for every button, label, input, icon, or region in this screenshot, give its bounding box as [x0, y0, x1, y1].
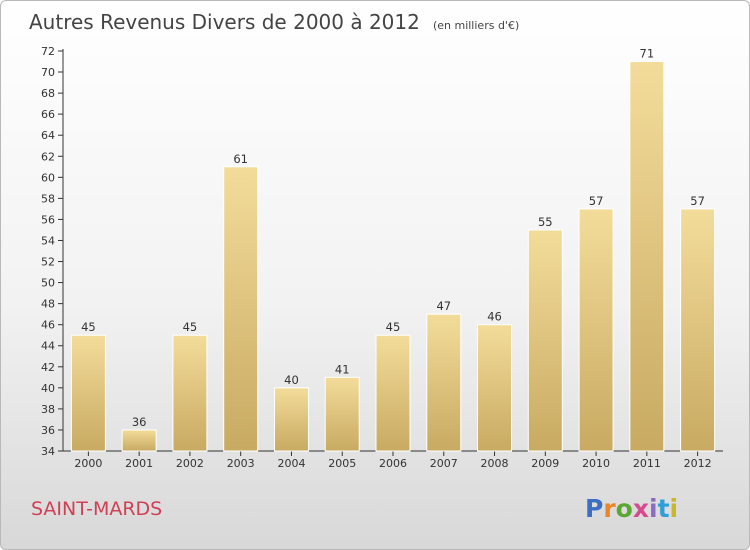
logo-letter: i: [670, 494, 679, 523]
y-tick-label: 40: [41, 382, 55, 395]
x-tick-label: 2011: [633, 457, 661, 470]
logo-letter: r: [603, 494, 616, 523]
bar: [680, 208, 716, 452]
bar-value-label: 45: [81, 320, 96, 334]
bar: [223, 166, 259, 452]
bar: [578, 208, 614, 452]
bar: [426, 313, 462, 452]
logo-letter: P: [585, 494, 603, 523]
y-tick-label: 38: [41, 403, 55, 416]
x-tick-label: 2003: [227, 457, 255, 470]
bar: [172, 334, 208, 452]
x-tick-label: 2001: [125, 457, 153, 470]
logo-letter: x: [633, 494, 649, 523]
bar-value-label: 46: [487, 310, 502, 324]
bar: [324, 376, 360, 452]
bar: [527, 229, 563, 452]
x-tick-label: 2009: [531, 457, 559, 470]
y-tick-label: 34: [41, 445, 55, 458]
commune-name: SAINT-MARDS: [31, 498, 162, 520]
y-tick-label: 46: [41, 319, 55, 332]
bar-value-label: 57: [690, 194, 705, 208]
x-tick-label: 2006: [379, 457, 407, 470]
bar-value-label: 47: [436, 299, 451, 313]
logo-letter: t: [658, 494, 670, 523]
y-tick-label: 70: [41, 66, 55, 79]
x-tick-label: 2004: [277, 457, 305, 470]
logo-letter: o: [616, 494, 633, 523]
bar-value-label: 36: [132, 415, 147, 429]
y-tick-label: 56: [41, 213, 55, 226]
y-tick-label: 62: [41, 150, 55, 163]
bar-value-label: 45: [183, 320, 198, 334]
y-tick-label: 68: [41, 87, 55, 100]
x-tick-label: 2007: [430, 457, 458, 470]
y-tick-label: 66: [41, 108, 55, 121]
chart-subtitle: (en milliers d'€): [433, 19, 519, 32]
y-tick-label: 72: [41, 45, 55, 58]
chart-title: Autres Revenus Divers de 2000 à 2012: [29, 10, 420, 34]
y-tick-label: 54: [41, 234, 55, 247]
x-tick-label: 2008: [481, 457, 509, 470]
bar-value-label: 61: [233, 152, 248, 166]
y-tick-label: 36: [41, 424, 55, 437]
bars: 45 36 45 61 40 41 45 47 46 55 57 71 57: [70, 47, 716, 452]
x-tick-label: 2002: [176, 457, 204, 470]
chart-title-group: Autres Revenus Divers de 2000 à 2012 (en…: [29, 10, 519, 34]
logo-letter: i: [649, 494, 658, 523]
x-tick-label: 2000: [74, 457, 102, 470]
y-tick-label: 64: [41, 129, 55, 142]
y-tick-label: 42: [41, 361, 55, 374]
y-tick-label: 48: [41, 298, 55, 311]
y-tick-label: 52: [41, 256, 55, 269]
x-tick-label: 2005: [328, 457, 356, 470]
x-axis: 2000 2001 2002 2003 2004 2005 2006 2007 2008 2009…: [63, 450, 723, 470]
bar: [477, 324, 513, 452]
proxiti-logo: Proxiti: [585, 494, 678, 523]
bar-value-label: 41: [335, 362, 350, 376]
y-tick-label: 58: [41, 192, 55, 205]
bar-value-label: 40: [284, 373, 299, 387]
bar: [273, 387, 309, 452]
bar: [375, 334, 411, 452]
x-tick-label: 2012: [684, 457, 712, 470]
y-tick-label: 60: [41, 171, 55, 184]
y-tick-label: 50: [41, 277, 55, 290]
bar: [629, 61, 665, 452]
bar-value-label: 57: [589, 194, 604, 208]
bar: [121, 429, 157, 452]
bar-value-label: 55: [538, 215, 553, 229]
bar: [70, 334, 106, 452]
y-tick-label: 44: [41, 340, 55, 353]
x-tick-label: 2010: [582, 457, 610, 470]
bar-value-label: 45: [386, 320, 401, 334]
bar-value-label: 71: [640, 47, 655, 61]
y-axis: 34 36 38 40 42 44 46 48 50 52 54 56 58 60 62 64 66 68 70 72: [41, 45, 64, 458]
